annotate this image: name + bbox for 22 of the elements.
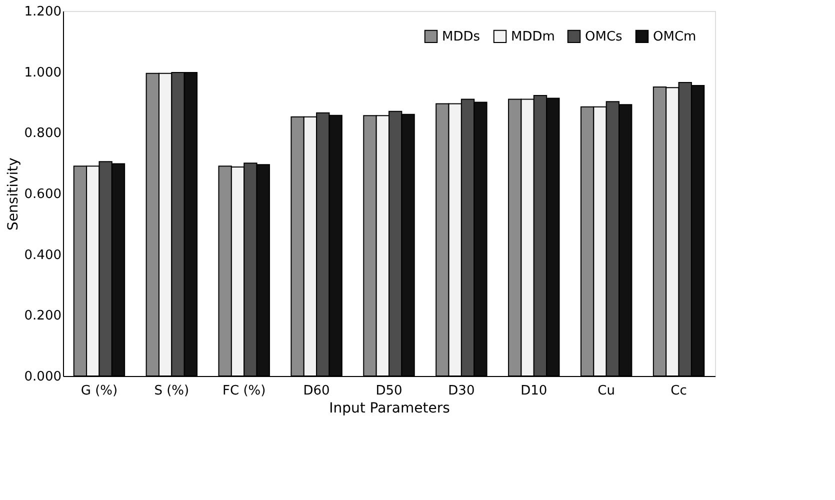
y-tick-label: 0.400 xyxy=(24,248,62,263)
y-axis-title: Sensitivity xyxy=(5,158,22,230)
x-tick-label: S (%) xyxy=(154,384,190,398)
x-tick-label: D60 xyxy=(303,384,330,398)
x-tick-label: G (%) xyxy=(80,384,118,398)
x-tick-label: D30 xyxy=(448,384,475,398)
y-tick-label: 1.000 xyxy=(24,65,62,80)
x-tick-label: FC (%) xyxy=(222,384,266,398)
y-tick-label: 0.200 xyxy=(24,308,62,324)
x-axis-title: Input Parameters xyxy=(329,400,450,416)
legend-label: MDDs xyxy=(442,29,480,44)
legend-label: OMCm xyxy=(653,29,696,44)
y-tick-label: 1.200 xyxy=(24,4,62,20)
x-tick-label: Cc xyxy=(670,384,687,398)
y-tick-label: 0.000 xyxy=(24,370,62,384)
y-tick-label: 0.600 xyxy=(24,187,62,202)
x-tick-label: D50 xyxy=(376,384,402,398)
x-tick-label: D10 xyxy=(520,384,548,398)
legend-label: OMCs xyxy=(585,29,623,44)
y-tick-label: 0.800 xyxy=(24,126,62,142)
legend-label: MDDm xyxy=(511,29,555,44)
x-tick-label: Cu xyxy=(598,384,615,398)
